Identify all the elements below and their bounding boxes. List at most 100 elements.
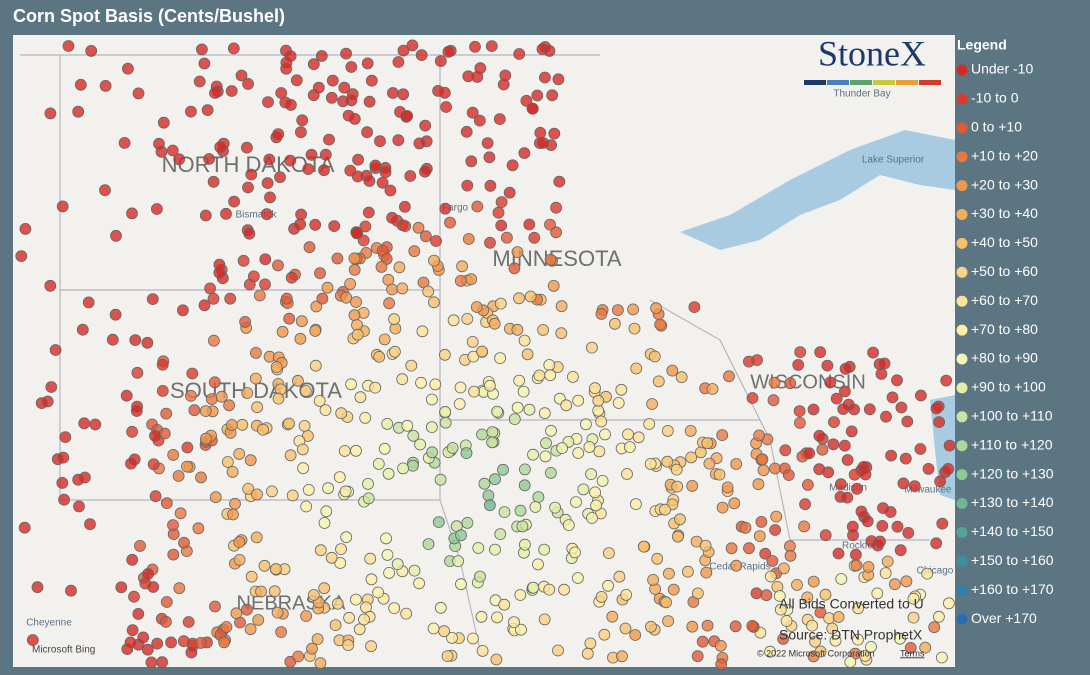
bid-dot <box>577 483 590 496</box>
bid-dot <box>57 451 70 464</box>
bid-dot <box>583 441 596 453</box>
bid-dot <box>696 635 709 648</box>
place-label: Lake Superior <box>862 155 925 166</box>
bid-dot <box>195 43 208 56</box>
bid-dot <box>311 633 324 645</box>
bid-dot <box>386 87 399 99</box>
bid-dot <box>274 171 286 184</box>
bid-dot <box>839 385 851 398</box>
bid-dot <box>215 390 228 403</box>
bid-dot <box>396 282 409 295</box>
bid-dot <box>209 87 221 99</box>
legend-label: +140 to +150 <box>971 523 1054 539</box>
bid-dot <box>257 423 269 436</box>
bid-dot <box>874 535 886 548</box>
bid-dot <box>493 113 506 125</box>
bid-dot <box>794 416 806 429</box>
bid-dot <box>351 328 364 341</box>
logo-bar <box>850 80 872 85</box>
bid-dot <box>405 359 418 372</box>
bid-dot <box>350 227 363 240</box>
bid-dot <box>350 444 362 457</box>
bid-dot <box>59 431 72 444</box>
bid-dot <box>589 486 601 499</box>
bid-dot <box>310 300 323 313</box>
bid-dot <box>764 570 777 583</box>
bid-dot <box>852 633 864 646</box>
bid-dot <box>388 602 401 614</box>
bid-dot <box>606 610 619 623</box>
bid-dot <box>388 345 401 358</box>
bid-dot <box>290 74 303 87</box>
legend-label: +100 to +110 <box>971 408 1053 424</box>
bid-dot <box>543 359 556 371</box>
bid-dot <box>427 296 440 309</box>
bid-dot <box>432 516 445 528</box>
bid-dot <box>268 585 281 598</box>
bid-dot <box>461 312 474 325</box>
bid-dot <box>201 104 214 116</box>
bid-dot <box>598 628 611 641</box>
bid-dot <box>632 431 645 444</box>
bid-dot <box>716 429 729 442</box>
bid-dot <box>519 538 531 551</box>
bid-dot <box>531 89 544 102</box>
bid-dot <box>318 517 331 529</box>
bid-dot <box>335 407 348 420</box>
bid-dot <box>388 313 401 326</box>
bid-dot <box>439 202 452 215</box>
legend-label: Over +170 <box>971 610 1037 626</box>
bid-dot <box>900 575 913 588</box>
legend-swatch <box>956 526 968 538</box>
bid-dot <box>259 253 272 266</box>
bid-dot <box>940 374 953 387</box>
bid-dot <box>476 645 489 657</box>
bid-dot <box>659 503 671 516</box>
bid-dot <box>549 501 561 514</box>
bid-dot <box>199 405 212 418</box>
bid-dot <box>562 519 575 531</box>
bid-dot <box>44 107 57 120</box>
bid-dot <box>312 81 325 94</box>
bid-dot <box>701 619 714 632</box>
bid-dot <box>350 296 362 308</box>
bid-dot <box>340 531 353 544</box>
bid-dot <box>768 376 781 389</box>
bid-dot <box>438 348 451 361</box>
bid-dot <box>692 587 704 600</box>
bid-dot <box>595 307 608 320</box>
terms-link[interactable]: Terms <box>900 648 925 658</box>
bid-dot <box>538 407 551 420</box>
bid-dot <box>358 613 370 626</box>
bid-dot <box>397 88 410 101</box>
bid-dot <box>483 499 496 512</box>
bid-dot <box>149 490 162 503</box>
bid-dot <box>251 488 263 501</box>
bid-dot <box>444 216 456 229</box>
bid-dot <box>363 175 376 187</box>
bid-dot <box>746 392 759 404</box>
bid-dot <box>172 470 185 482</box>
bid-dot <box>794 346 807 359</box>
bid-dot <box>381 549 394 561</box>
bid-dot <box>491 611 504 624</box>
bid-dot <box>826 622 839 635</box>
bid-dot <box>400 607 413 620</box>
legend-label: +110 to +120 <box>971 436 1053 452</box>
bid-dot <box>221 456 234 468</box>
bid-dot <box>454 274 467 287</box>
legend-swatch <box>956 324 968 336</box>
bid-dot <box>382 467 395 480</box>
bid-dot <box>56 200 69 213</box>
bid-dot <box>137 631 150 644</box>
bid-dot <box>595 415 608 428</box>
bid-dot <box>550 201 562 214</box>
legend-swatch <box>956 613 968 625</box>
bid-dot <box>44 279 57 292</box>
bid-dot <box>490 653 503 666</box>
bid-dot <box>235 69 248 82</box>
bid-dot <box>859 650 872 662</box>
bid-dot <box>558 583 570 596</box>
bid-dot <box>348 263 361 276</box>
